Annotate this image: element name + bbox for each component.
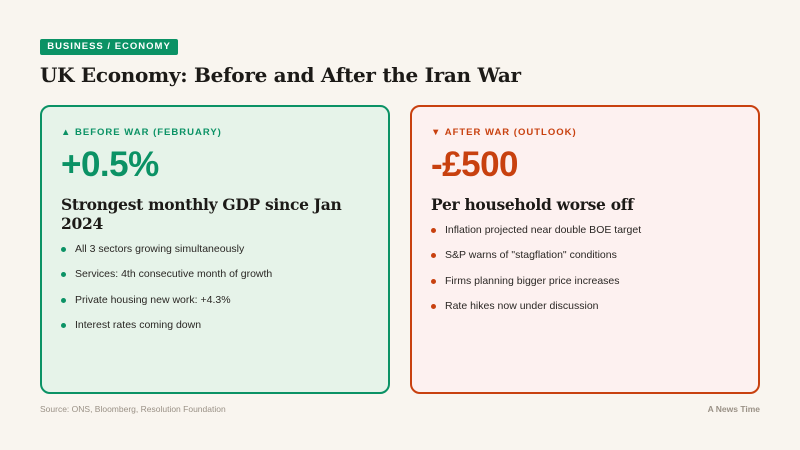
list-item: S&P warns of "stagflation" conditions (431, 249, 739, 274)
after-war-value: -£500 (431, 145, 519, 184)
source-note: Source: ONS, Bloomberg, Resolution Found… (40, 404, 226, 414)
before-war-subtitle: Strongest monthly GDP since Jan 2024 (61, 195, 342, 233)
after-war-card: ▼ AFTER WAR (OUTLOOK) -£500 Per househol… (410, 105, 760, 394)
list-item: Firms planning bigger price increases (431, 275, 739, 300)
page-title: UK Economy: Before and After the Iran Wa… (40, 63, 521, 87)
triangle-up-icon: ▲ (61, 127, 72, 138)
after-war-label: ▼ AFTER WAR (OUTLOOK) (431, 127, 577, 138)
list-item: All 3 sectors growing simultaneously (61, 243, 369, 268)
before-war-value: +0.5% (61, 145, 159, 184)
before-war-list: All 3 sectors growing simultaneously Ser… (61, 243, 369, 344)
after-war-list: Inflation projected near double BOE targ… (431, 224, 739, 325)
before-war-label: ▲ BEFORE WAR (FEBRUARY) (61, 127, 222, 138)
list-item: Interest rates coming down (61, 319, 369, 344)
list-item: Services: 4th consecutive month of growt… (61, 268, 369, 293)
list-item: Private housing new work: +4.3% (61, 294, 369, 319)
before-war-card: ▲ BEFORE WAR (FEBRUARY) +0.5% Strongest … (40, 105, 390, 394)
brand-label: A News Time (707, 404, 760, 414)
triangle-down-icon: ▼ (431, 127, 442, 138)
after-war-subtitle: Per household worse off (431, 195, 634, 214)
list-item: Rate hikes now under discussion (431, 300, 739, 325)
category-tag: BUSINESS / ECONOMY (40, 39, 178, 55)
list-item: Inflation projected near double BOE targ… (431, 224, 739, 249)
